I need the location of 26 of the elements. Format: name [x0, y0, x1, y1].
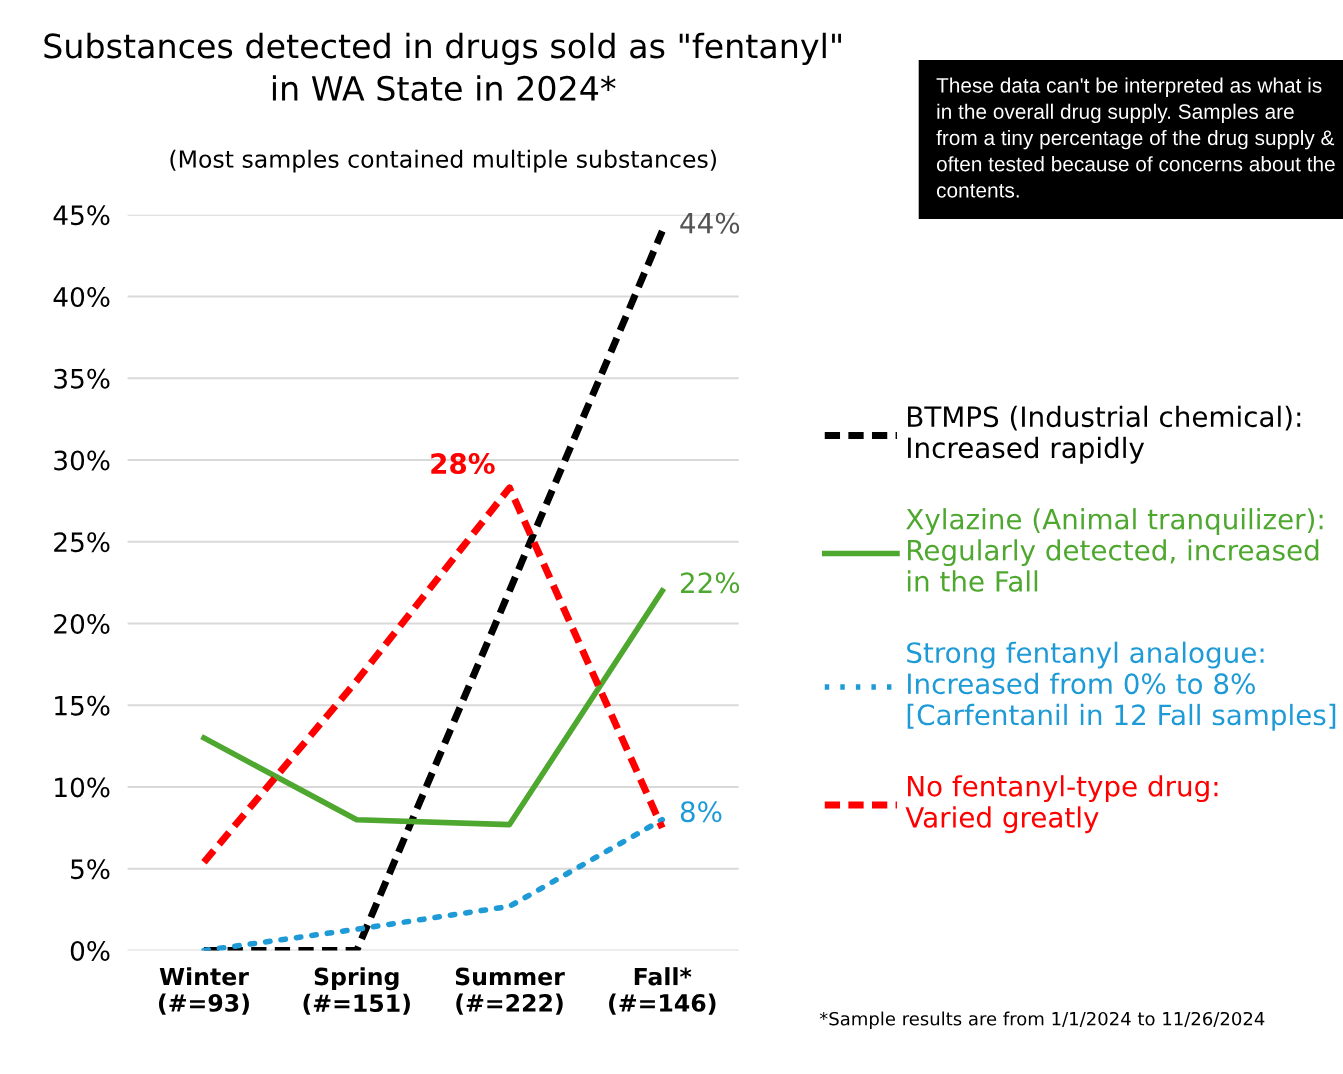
- chart-subtitle: (Most samples contained multiple substances): [170, 149, 716, 173]
- text: These data can't be interpreted as what is in the overall drug supply. Samples are from a tiny percentage of the drug supply & often tested because of concerns about the contents.: [936, 77, 1335, 198]
- y-tick-label: 0%: [70, 940, 110, 961]
- y-tick-label: 20%: [54, 613, 110, 634]
- y-tick-label: 5%: [71, 859, 110, 880]
- x-tick-label: Winter (#=93): [158, 967, 249, 1015]
- legend-label: No fentanyl-type drug: Varied greatly: [905, 775, 1218, 834]
- y-tick-label: 40%: [53, 286, 110, 307]
- x-tick-label: Spring (#=151): [303, 967, 410, 1015]
- x-tick-label: Summer (#=222): [455, 967, 565, 1015]
- y-tick-label: 25%: [54, 532, 110, 553]
- data-label: 44%: [680, 212, 740, 234]
- y-tick-label: 15%: [55, 695, 110, 716]
- x-tick-label: Fall* (#=146): [609, 967, 716, 1015]
- y-tick-label: 45%: [53, 205, 110, 226]
- data-label: 22%: [680, 572, 740, 594]
- data-label: 28%: [431, 453, 495, 475]
- y-tick-label: 35%: [54, 368, 110, 389]
- chart-title: Substances detected in drugs sold as "fentanyl" in WA State in 2024*: [44, 32, 841, 101]
- legend-label: Xylazine (Animal tranquilizer): Regularly detected, increased in the Fall: [906, 508, 1323, 592]
- y-tick-label: 10%: [55, 777, 110, 798]
- legend-label: BTMPS (Industrial chemical): Increased rapidly: [908, 405, 1301, 464]
- text: *Sample results are from 1/1/2024 to 11/26/2024: [819, 1011, 1265, 1030]
- y-tick-label: 30%: [54, 450, 110, 471]
- legend-label: Strong fentanyl analogue: Increased from 0% to 8% [Carfentanil in 12 Fall samples]: [907, 641, 1336, 731]
- data-label: 8%: [680, 801, 722, 823]
